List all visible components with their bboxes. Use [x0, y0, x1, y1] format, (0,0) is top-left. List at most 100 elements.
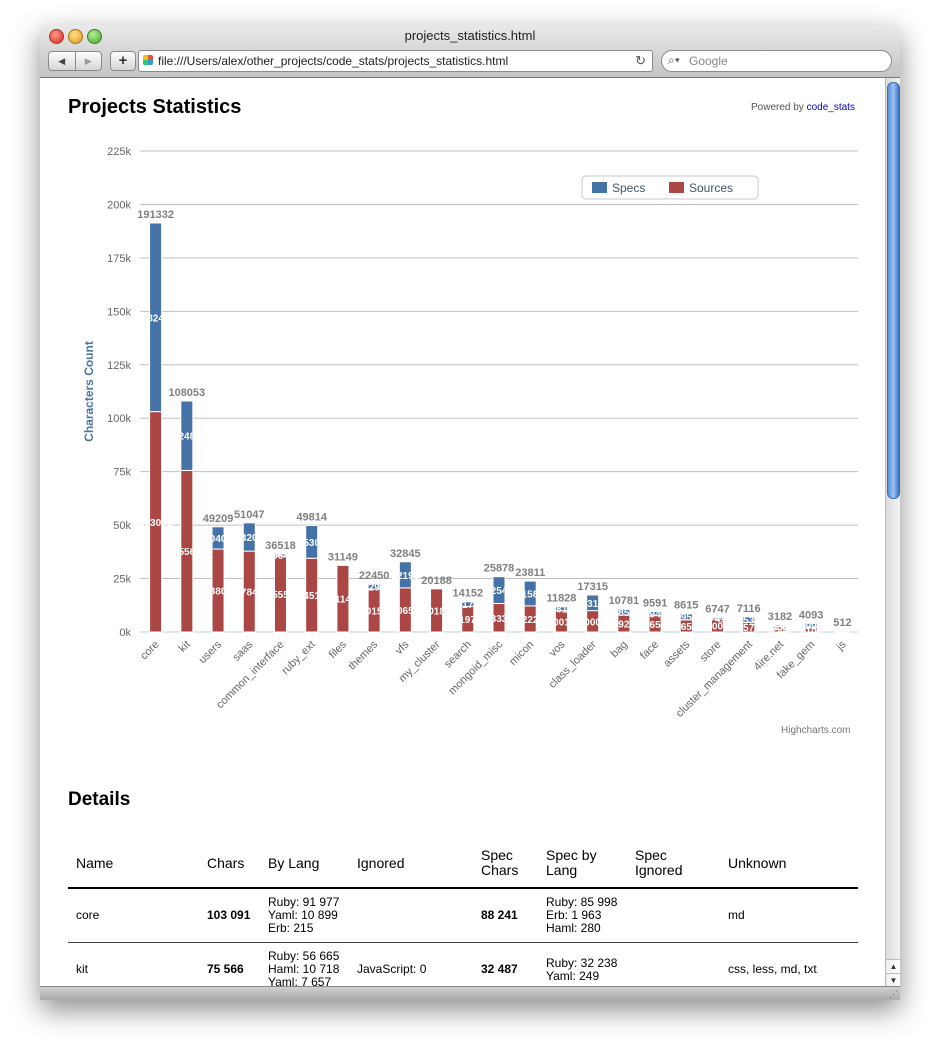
x-tick-label: saas	[230, 638, 255, 663]
status-bar: ⋰	[40, 986, 900, 1000]
bar-specs-label: 12548	[485, 586, 513, 597]
resize-grip-icon[interactable]: ⋰	[889, 989, 898, 999]
bar-total-label: 36518	[265, 540, 296, 552]
code-stats-link[interactable]: code_stats	[806, 102, 855, 113]
powered-by-text: Powered by	[751, 102, 804, 113]
bar-total-label: 23811	[515, 567, 545, 579]
bar-sources-label: 10017	[548, 617, 576, 628]
x-tick-label: users	[197, 638, 225, 666]
bar-specs	[648, 610, 662, 617]
add-bookmark-button[interactable]: +	[110, 51, 136, 71]
bar-sources-label: 6006	[706, 622, 729, 633]
bar-specs-label: 13207	[235, 533, 263, 544]
y-tick-label: 125k	[107, 360, 131, 372]
bar-total-label: 17315	[577, 581, 608, 593]
bar-specs	[461, 601, 475, 607]
bar-specs-label: 636	[772, 622, 789, 633]
bar-sources-label: 2546	[769, 625, 792, 636]
x-tick-label: micon	[507, 639, 536, 668]
browser-window: projects_statistics.html ◀ ▶ + file:///U…	[40, 25, 900, 1000]
bar-specs	[523, 580, 537, 607]
x-tick-label: vos	[547, 638, 568, 659]
bar-specs	[367, 583, 381, 590]
bar-total-label: 108053	[168, 387, 205, 399]
cell-spec-by-lang: Ruby: 85 998 Erb: 1 963 Haml: 280	[538, 888, 627, 943]
table-row: core 103 091 Ruby: 91 977 Yaml: 10 899 E…	[68, 888, 858, 943]
cell-name: kit	[68, 942, 199, 986]
x-tick-label: ruby_ext	[279, 639, 317, 677]
bar-sources	[336, 564, 350, 633]
vertical-scrollbar[interactable]: ▲ ▼	[885, 78, 900, 987]
bar-total-label: 3182	[768, 611, 792, 623]
window-title: projects_statistics.html	[404, 28, 536, 43]
y-tick-label: 100k	[107, 413, 131, 425]
stacked-bar-chart: 0k 25k 50k 75k 100k 125k 150k 175k 200k 225k Chara…	[82, 146, 858, 720]
bar-sources-label: 20154	[360, 606, 388, 617]
scrollbar-thumb[interactable]	[887, 82, 900, 499]
bar-sources-label: 4578	[738, 623, 761, 634]
bar-specs	[180, 400, 194, 471]
search-icon: ⌕▾	[668, 53, 680, 67]
bar-specs-label: 2538	[738, 616, 761, 627]
bar-specs	[149, 222, 163, 413]
bar-total-label: 14152	[452, 588, 483, 600]
bar-sources-label: 38800	[204, 587, 232, 598]
bar-specs	[711, 617, 725, 620]
col-header-by-lang: By Lang	[260, 839, 349, 889]
cell-spec-by-lang: Ruby: 32 238 Yaml: 249	[538, 942, 627, 986]
back-button[interactable]: ◀	[58, 55, 66, 66]
bar-sources-label: 5657	[675, 622, 698, 633]
bar-total-label: 9591	[643, 597, 667, 609]
close-window-button[interactable]	[49, 29, 64, 44]
bar-sources-label: 10003	[579, 617, 607, 628]
x-tick-label: themes	[346, 638, 380, 672]
bar-specs-label: 2958	[675, 613, 698, 624]
bar-total-label: 512	[833, 617, 851, 629]
x-tick-label: vfs	[393, 638, 412, 657]
address-bar[interactable]: file:///Users/alex/other_projects/code_s…	[138, 50, 653, 72]
x-tick-label: face	[638, 639, 661, 662]
zoom-window-button[interactable]	[87, 29, 102, 44]
details-table: Name Chars By Lang Ignored Spec Chars Sp…	[68, 839, 858, 986]
search-field[interactable]: ⌕▾ Google	[661, 50, 892, 72]
cell-ignored: JavaScript: 0	[349, 942, 473, 986]
bar-sources	[835, 630, 849, 633]
bar-specs-label: 2857	[613, 608, 636, 619]
bar-specs	[617, 608, 631, 616]
bar-total-label: 7116	[737, 603, 761, 615]
reload-icon[interactable]: ↻	[635, 53, 646, 68]
col-header-ignored: Ignored	[349, 839, 473, 889]
y-tick-label: 175k	[107, 253, 131, 265]
y-tick-label: 25k	[113, 574, 131, 586]
col-header-chars: Chars	[199, 839, 260, 889]
highcharts-credit[interactable]: Highcharts.com	[781, 725, 851, 736]
nav-buttons: ◀ ▶	[48, 51, 102, 71]
legend-sources-label: Sources	[689, 181, 733, 195]
y-tick-label: 225k	[107, 146, 131, 158]
table-row: kit 75 566 Ruby: 56 665 Haml: 10 718 Yam…	[68, 942, 858, 986]
bar-sources-label: 2100	[800, 626, 823, 637]
minimize-window-button[interactable]	[68, 29, 83, 44]
bar-specs	[554, 606, 568, 612]
bar-specs-label: 1811	[551, 605, 573, 616]
bar-specs	[211, 526, 225, 550]
bar-specs	[305, 525, 319, 559]
bar-specs-label: 15304	[298, 538, 326, 549]
bar-total-label: 8615	[674, 600, 698, 612]
bar-specs-label: 32487	[173, 432, 201, 443]
bar-sources-label: 34510	[298, 591, 326, 602]
x-tick-label: bag	[609, 639, 630, 660]
bar-sources-label: 20650	[391, 606, 419, 617]
legend-sources-swatch	[669, 182, 684, 193]
cell-spec-ignored	[627, 888, 720, 943]
address-url[interactable]: file:///Users/alex/other_projects/code_s…	[158, 54, 509, 68]
bar-specs-label: 741	[709, 614, 726, 625]
forward-button[interactable]: ▶	[74, 52, 102, 70]
scroll-down-arrow[interactable]: ▼	[886, 973, 900, 987]
bar-total-label: 31149	[328, 551, 358, 563]
y-axis-title: Characters Count	[82, 341, 96, 442]
bar-specs-label: 7312	[582, 599, 605, 610]
cell-by-lang: Ruby: 56 665 Haml: 10 718 Yaml: 7 657	[260, 942, 349, 986]
scroll-up-arrow[interactable]: ▲	[886, 959, 900, 973]
browser-toolbar: projects_statistics.html ◀ ▶ + file:///U…	[40, 25, 900, 78]
